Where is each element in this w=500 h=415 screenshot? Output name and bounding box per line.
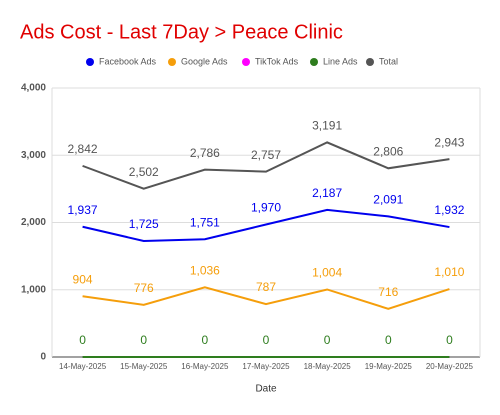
legend-marker — [366, 58, 374, 66]
x-tick-label: 14-May-2025 — [59, 362, 107, 371]
data-label: 787 — [256, 280, 276, 294]
x-tick-label: 16-May-2025 — [181, 362, 229, 371]
data-label: 1,751 — [190, 215, 220, 229]
data-label: 2,187 — [312, 186, 342, 200]
y-tick-label: 3,000 — [21, 150, 46, 161]
data-label: 3,191 — [312, 119, 342, 133]
x-axis-title: Date — [255, 384, 277, 395]
data-label: 2,806 — [373, 144, 403, 158]
legend-label: Total — [379, 56, 398, 66]
chart-title: Ads Cost - Last 7Day > Peace Clinic — [20, 21, 343, 43]
data-label: 2,091 — [373, 193, 403, 207]
y-tick-label: 1,000 — [21, 284, 46, 295]
data-label: 2,757 — [251, 148, 281, 162]
data-label: 2,502 — [129, 165, 159, 179]
legend-marker — [86, 58, 94, 66]
data-label: 1,932 — [434, 203, 464, 217]
data-label: 1,010 — [434, 265, 464, 279]
data-label: 716 — [378, 285, 398, 299]
legend-marker — [310, 58, 318, 66]
data-label: 0 — [324, 333, 331, 347]
x-tick-label: 20-May-2025 — [426, 362, 474, 371]
data-label: 1,036 — [190, 264, 220, 278]
data-label: 776 — [134, 281, 154, 295]
x-tick-label: 18-May-2025 — [304, 362, 352, 371]
legend-marker — [168, 58, 176, 66]
legend-marker — [242, 58, 250, 66]
data-label: 1,725 — [129, 217, 159, 231]
data-label: 1,970 — [251, 201, 281, 215]
data-label: 1,937 — [68, 203, 98, 217]
legend-label: Google Ads — [181, 56, 228, 66]
y-tick-label: 4,000 — [21, 83, 46, 94]
data-label: 2,786 — [190, 146, 220, 160]
series-line — [82, 208, 450, 242]
series-line — [82, 141, 450, 190]
legend-label: TikTok Ads — [255, 56, 299, 66]
x-tick-label: 17-May-2025 — [242, 362, 290, 371]
legend-label: Facebook Ads — [99, 56, 157, 66]
data-label: 0 — [202, 333, 209, 347]
y-tick-label: 2,000 — [21, 217, 46, 228]
data-label: 0 — [263, 333, 270, 347]
legend-label: Line Ads — [323, 56, 358, 66]
x-tick-label: 15-May-2025 — [120, 362, 168, 371]
data-label: 0 — [140, 333, 147, 347]
data-label: 0 — [79, 333, 86, 347]
data-label: 0 — [446, 333, 453, 347]
data-label: 2,842 — [68, 142, 98, 156]
series-line — [82, 286, 450, 310]
y-tick-label: 0 — [40, 352, 46, 363]
data-label: 1,004 — [312, 266, 342, 280]
data-label: 0 — [385, 333, 392, 347]
data-label: 2,943 — [434, 135, 464, 149]
data-label: 904 — [73, 272, 93, 286]
x-tick-label: 19-May-2025 — [365, 362, 413, 371]
